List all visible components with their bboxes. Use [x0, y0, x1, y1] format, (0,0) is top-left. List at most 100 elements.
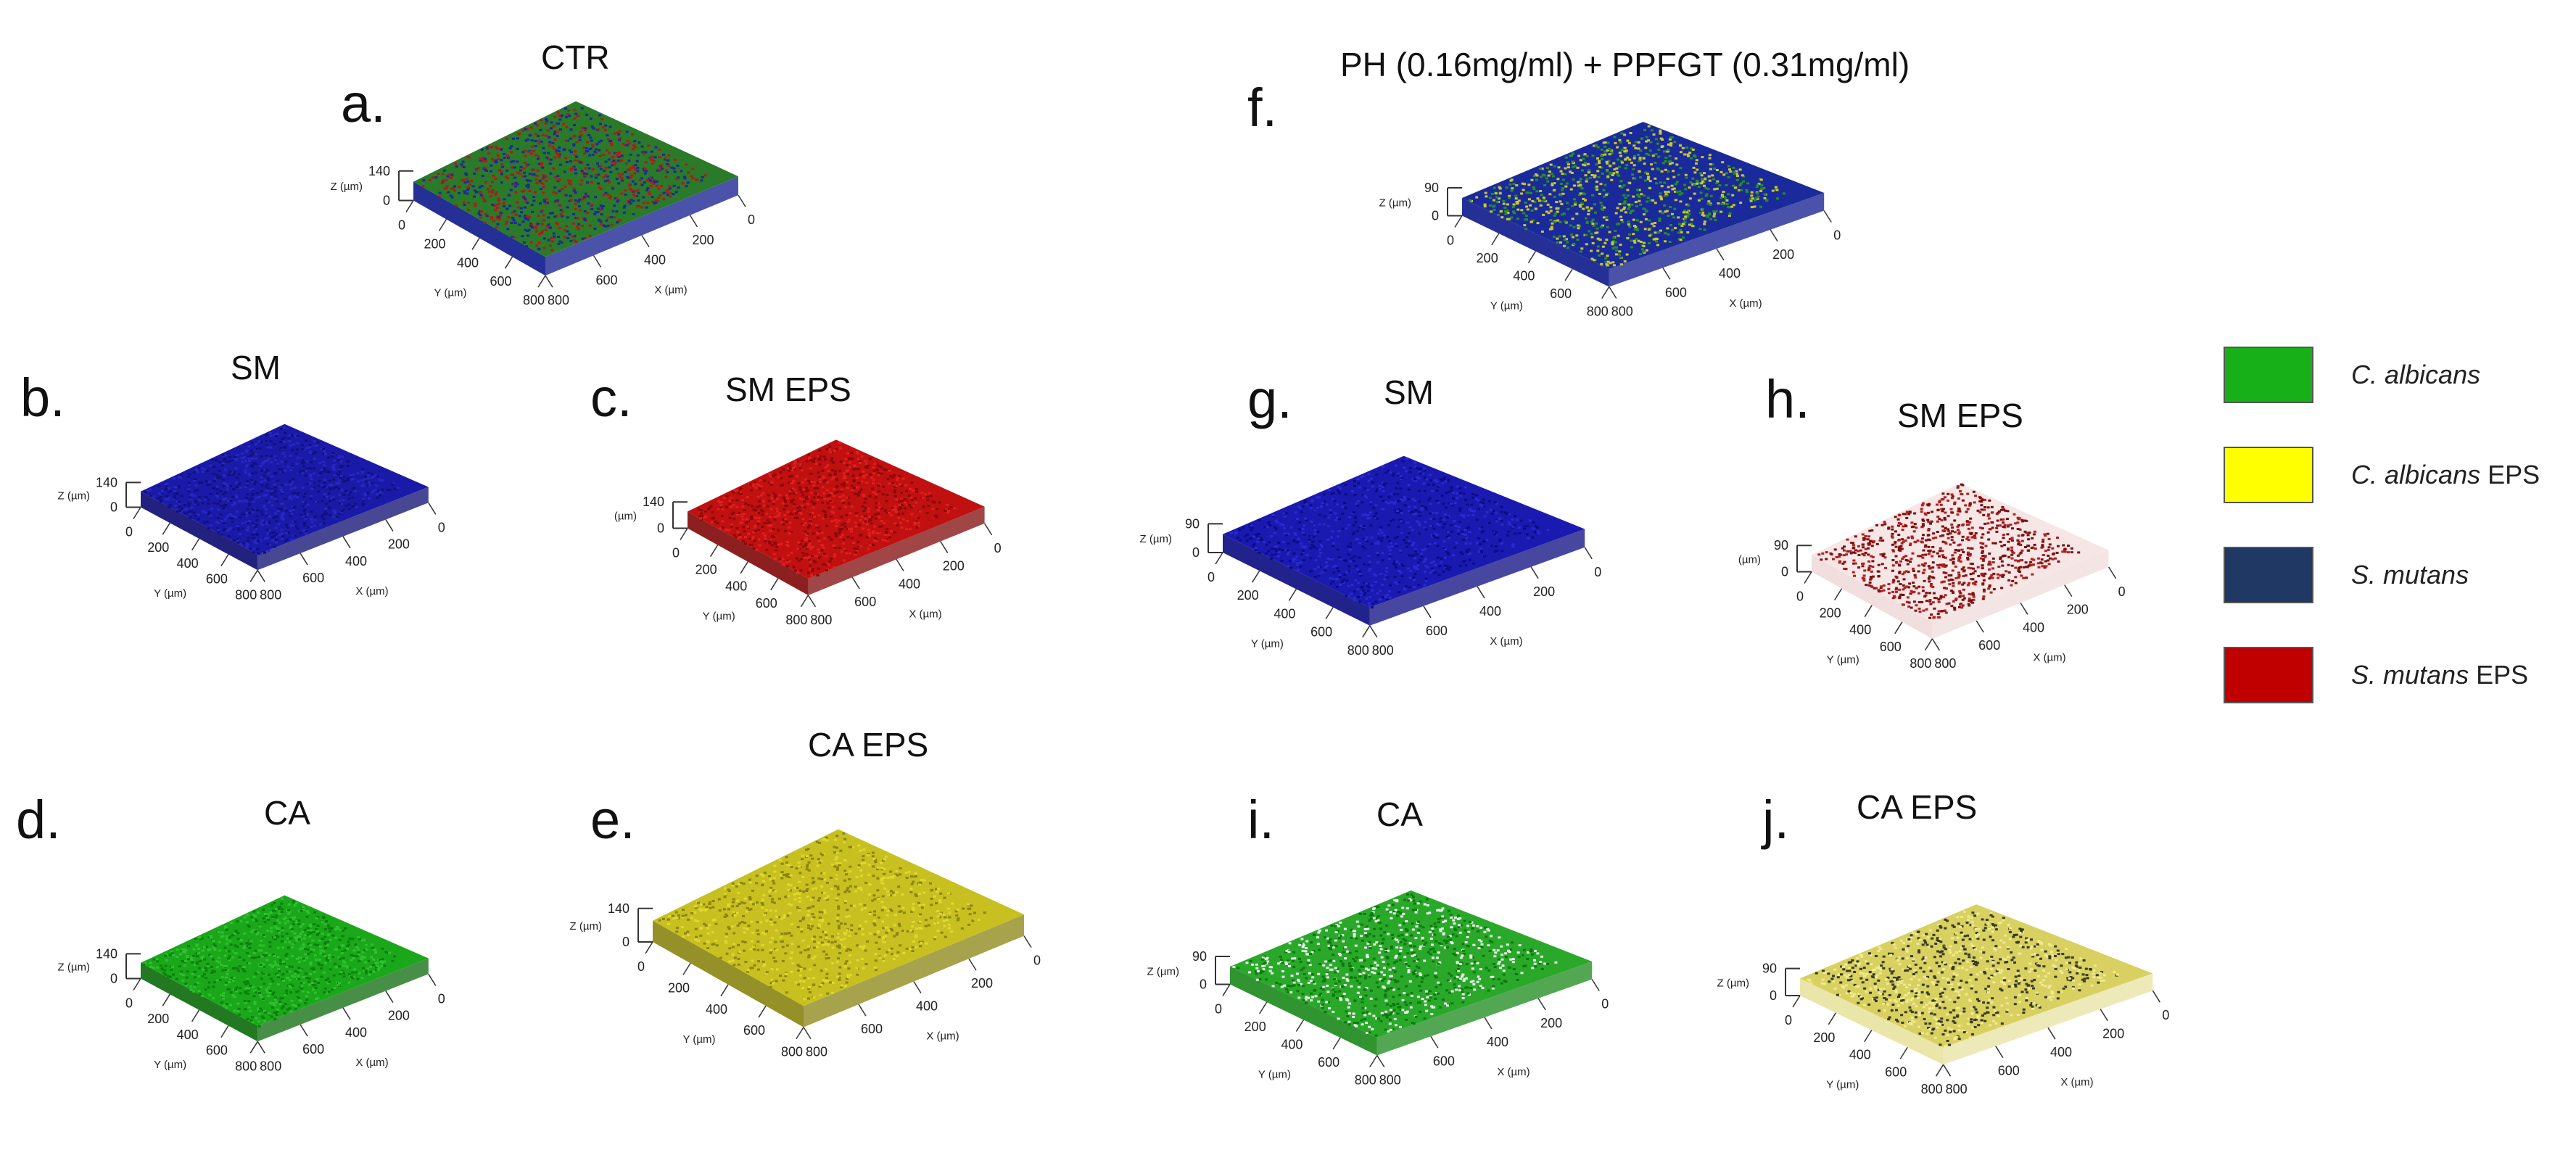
- y-tick-mark: [191, 538, 200, 551]
- block-side-right: [257, 487, 429, 571]
- block-side-left: [413, 181, 545, 276]
- x-tick-mark: [342, 1007, 351, 1020]
- panel-label-h: h.: [1765, 369, 1810, 429]
- y-tick-label: 800: [1347, 643, 1369, 658]
- x-tick-mark: [342, 536, 351, 549]
- y-tick-mark: [1288, 589, 1297, 601]
- y-tick-label: 0: [125, 996, 133, 1011]
- block-side-left: [1462, 198, 1609, 287]
- x-tick-label: 400: [1487, 1035, 1508, 1049]
- y-tick-label: 200: [1477, 251, 1498, 265]
- block-side-left: [1223, 534, 1370, 626]
- x-tick-label: 800: [260, 587, 281, 602]
- x-tick-mark: [300, 553, 308, 566]
- y-tick-mark: [1332, 1037, 1341, 1050]
- x-tick-mark: [1484, 1017, 1493, 1030]
- legend-label: C. albicans: [2351, 360, 2481, 389]
- panel-label-f: f.: [1247, 78, 1278, 138]
- x-tick-mark: [1430, 1035, 1439, 1049]
- y-tick-label: 600: [1310, 625, 1332, 640]
- block-side-left: [653, 920, 804, 1028]
- block-texture: [421, 107, 707, 252]
- x-axis-label: X (µm): [926, 1030, 959, 1043]
- x-tick-label: 800: [260, 1059, 281, 1073]
- x-tick-mark: [545, 275, 553, 288]
- x-tick-mark: [1942, 1064, 1952, 1077]
- y-tick-mark: [1601, 286, 1610, 299]
- legend-item-c-albicans: C. albicans: [2224, 347, 2480, 403]
- z-axis-label: Z (µm): [58, 489, 90, 502]
- y-tick-label: 400: [1849, 1048, 1871, 1062]
- z-axis-label: Z (µm): [1717, 977, 1749, 989]
- x-tick-mark: [2020, 603, 2028, 615]
- y-tick-label: 800: [785, 613, 807, 627]
- y-tick-mark: [1369, 1055, 1378, 1067]
- x-axis-label: X (µm): [1497, 1066, 1530, 1078]
- block-side-left: [1800, 978, 1944, 1065]
- biofilm-plot-c: 140 0 (µm) 0 200 400 600 800 Y (µm) 800 600 400 200 0…: [614, 439, 1002, 627]
- x-tick-mark: [385, 519, 394, 532]
- x-tick-label: 0: [748, 212, 755, 227]
- x-tick-mark: [1609, 286, 1617, 299]
- z-tick-zero: 0: [110, 500, 117, 515]
- biofilm-plot-d: 140 0 Z (µm) 0 200 400 600 800 Y (µm) 800 600 400 20…: [58, 895, 445, 1073]
- y-tick-mark: [1864, 605, 1873, 618]
- x-tick-label: 200: [388, 1009, 410, 1023]
- biofilm-plot-f: 90 0 Z (µm) 0 200 400 600 800 Y (µm) 800 600 400 200…: [1379, 122, 1841, 319]
- x-tick-mark: [983, 523, 993, 536]
- z-axis-label: (µm): [1738, 553, 1761, 566]
- x-tick-label: 600: [1426, 624, 1448, 638]
- x-tick-label: 200: [692, 233, 714, 247]
- x-tick-label: 600: [1433, 1054, 1455, 1068]
- x-tick-mark: [428, 502, 437, 515]
- y-tick-mark: [720, 984, 729, 997]
- y-tick-mark: [249, 1041, 258, 1054]
- y-tick-mark: [796, 1027, 804, 1039]
- x-tick-mark: [913, 981, 922, 993]
- z-tick-top: 140: [608, 901, 629, 916]
- y-tick-label: 600: [1885, 1064, 1907, 1079]
- y-tick-mark: [1828, 1012, 1837, 1025]
- block-texture: [1469, 125, 1786, 267]
- panel-label-g: g.: [1247, 369, 1292, 429]
- x-tick-label: 800: [1946, 1082, 1968, 1096]
- z-tick-top: 140: [643, 495, 664, 509]
- x-tick-label: 200: [1772, 247, 1794, 262]
- x-tick-mark: [2064, 584, 2073, 598]
- x-tick-label: 600: [854, 595, 876, 609]
- y-axis-label: Y (µm): [703, 611, 735, 623]
- z-tick-top: 90: [1774, 538, 1788, 553]
- y-tick-mark: [1295, 1020, 1305, 1032]
- legend-label: S. mutans EPS: [2351, 660, 2529, 690]
- block-side-left: [1230, 967, 1377, 1056]
- panel-label-d: d.: [16, 790, 61, 850]
- legend-swatch-navy: [2224, 547, 2313, 603]
- x-tick-label: 600: [302, 1042, 324, 1057]
- x-tick-label: 0: [438, 991, 445, 1006]
- panel-label-j: j.: [1762, 790, 1789, 850]
- y-tick-mark: [1564, 268, 1573, 281]
- y-tick-label: 800: [1921, 1082, 1943, 1096]
- block-side-right: [1932, 550, 2109, 639]
- y-axis-label: Y (µm): [154, 1059, 186, 1071]
- x-tick-label: 600: [1978, 638, 2000, 653]
- x-tick-label: 200: [1533, 584, 1555, 599]
- x-tick-mark: [1537, 998, 1546, 1011]
- x-tick-label: 400: [899, 576, 920, 591]
- x-tick-label: 0: [1601, 997, 1609, 1012]
- x-tick-label: 800: [1379, 1073, 1401, 1088]
- block-texture: [697, 441, 957, 576]
- y-tick-mark: [405, 200, 414, 212]
- biofilm-plot-h: 90 0 (µm) 0 200 400 600 800 Y (µm) 800 600 400 200 0 X…: [1738, 483, 2126, 671]
- y-tick-label: 0: [1785, 1013, 1792, 1028]
- biofilm-plot-e: 140 0 Z (µm) 0 200 400 600 800 Y (µm) 800 600 400 20…: [570, 829, 1041, 1059]
- x-tick-label: 400: [644, 253, 666, 268]
- block-side-left: [141, 491, 258, 571]
- y-tick-mark: [682, 963, 691, 975]
- x-tick-mark: [1477, 586, 1485, 599]
- x-tick-mark: [641, 235, 650, 247]
- y-tick-label: 400: [706, 1002, 727, 1017]
- y-tick-label: 600: [490, 274, 511, 289]
- y-tick-label: 600: [1550, 286, 1572, 301]
- panel-title-e: CA EPS: [808, 726, 929, 764]
